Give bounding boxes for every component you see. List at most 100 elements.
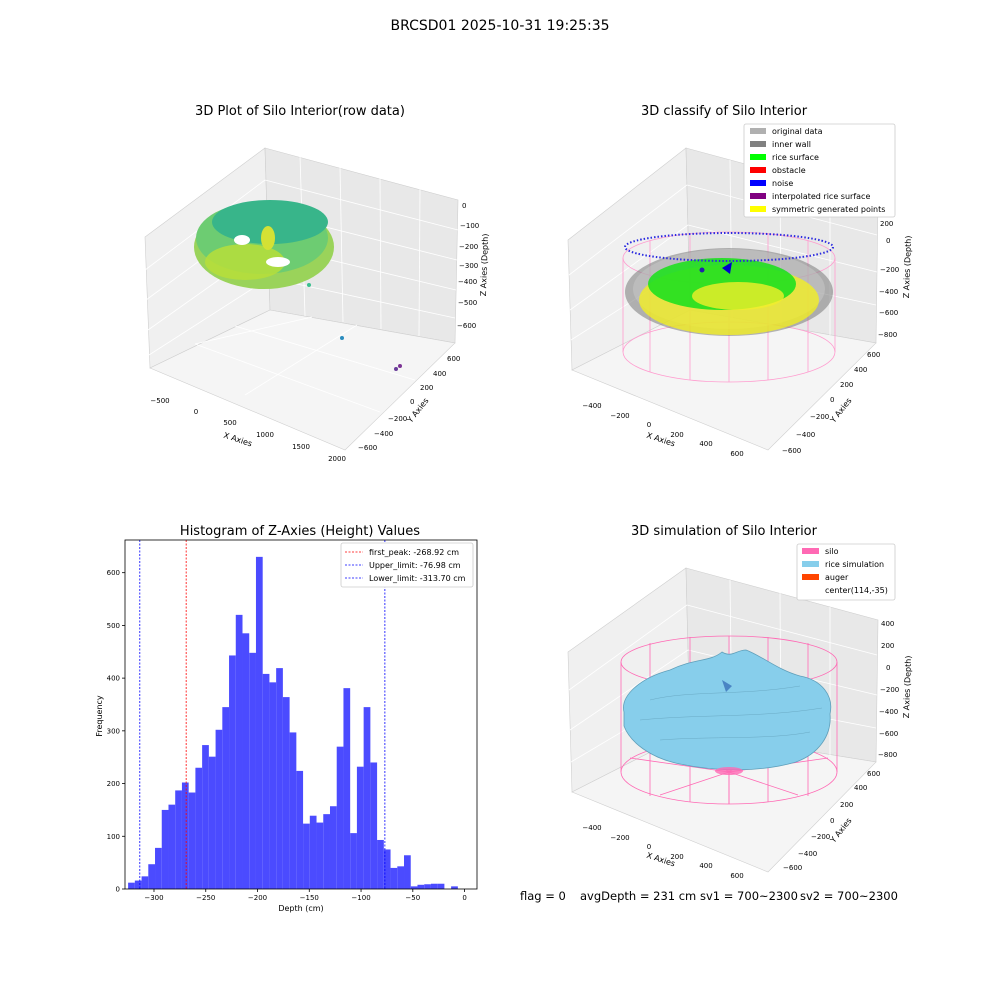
histogram-bar <box>222 707 230 889</box>
histogram-bar <box>296 770 304 889</box>
histogram-bars <box>128 556 458 889</box>
svg-text:500: 500 <box>223 419 236 427</box>
legend-label: Lower_limit: -313.70 cm <box>369 574 466 583</box>
legend-swatch <box>750 128 766 134</box>
svg-text:−400: −400 <box>879 708 898 716</box>
legend-label: auger <box>825 573 849 582</box>
legend-label: center(114,-35) <box>825 586 888 595</box>
panel1-title: 3D Plot of Silo Interior(row data) <box>195 104 405 119</box>
histogram-legend: first_peak: -268.92 cm Upper_limit: -76.… <box>340 542 474 588</box>
svg-text:0: 0 <box>647 421 651 429</box>
histogram-bar <box>128 882 135 889</box>
svg-text:0: 0 <box>830 396 834 404</box>
rowdata-gap <box>234 235 250 245</box>
panel4-3d-surface: silo rice simulation auger center(114,-3… <box>567 543 913 880</box>
panel2-3d-plot: original data inner wall rice surface ob… <box>567 123 913 458</box>
legend-label: noise <box>772 179 793 188</box>
pane-floor <box>149 309 456 451</box>
svg-text:−400: −400 <box>879 288 898 296</box>
legend-label: interpolated rice surface <box>772 192 870 201</box>
histogram-chart: −300 −250 −200 −150 −100 −50 0 0 100 200 300 400 50… <box>95 539 478 913</box>
histogram-bar <box>269 682 277 889</box>
svg-text:−400: −400 <box>798 850 817 858</box>
figure-title: BRCSD01 2025-10-31 19:25:35 <box>390 18 610 34</box>
histogram-bar <box>309 815 317 889</box>
y-tick-label: 400 <box>107 675 120 683</box>
panel3-title: Histogram of Z-Axies (Height) Values <box>179 524 421 539</box>
panel1-z-ticks: −600 −500 −400 −300 −200 −100 0 <box>457 202 479 330</box>
histogram-bar <box>417 884 425 889</box>
histogram-bar <box>262 673 270 889</box>
histogram-bar <box>323 814 330 889</box>
svg-text:0: 0 <box>462 202 466 210</box>
legend-label: rice surface <box>772 153 819 162</box>
y-tick-label: 600 <box>107 569 120 577</box>
y-tick-label: 500 <box>107 622 120 630</box>
histogram-bar <box>168 804 176 889</box>
histogram-bar <box>370 762 378 889</box>
svg-text:1500: 1500 <box>292 443 310 451</box>
svg-text:200: 200 <box>840 801 853 809</box>
histogram-bar <box>134 880 142 889</box>
histogram-bar <box>343 688 351 889</box>
panel4-title: 3D simulation of Silo Interior <box>631 524 817 539</box>
histogram-bar <box>255 556 263 889</box>
svg-text:−200: −200 <box>610 834 629 842</box>
svg-text:−200: −200 <box>811 833 830 841</box>
svg-text:−200: −200 <box>810 413 829 421</box>
rowdata-gap <box>266 257 290 267</box>
panel1-y-label: Y Axies <box>405 396 431 425</box>
svg-text:600: 600 <box>867 770 880 778</box>
histogram-bar <box>276 668 283 889</box>
histogram-bar <box>356 766 364 889</box>
x-tick-label: −250 <box>196 894 215 902</box>
histogram-y-label: Frequency <box>95 695 104 737</box>
panel4-legend: silo rice simulation auger center(114,-3… <box>796 543 896 601</box>
panel2-y-ticks: −600 −400 −200 0 200 400 600 <box>782 351 880 455</box>
svg-text:−800: −800 <box>878 751 897 759</box>
outlier-point <box>398 364 402 368</box>
status-avg-depth: avgDepth = 231 cm <box>580 889 697 903</box>
legend-label: rice simulation <box>825 560 884 569</box>
panel1-z-label: Z Axies (Depth) <box>479 233 490 296</box>
panel2-title: 3D classify of Silo Interior <box>640 104 808 119</box>
svg-text:−600: −600 <box>457 322 476 330</box>
histogram-bar <box>410 886 418 889</box>
svg-text:−500: −500 <box>458 299 477 307</box>
panel2-z-ticks: −800 −600 −400 −200 0 200 <box>878 220 899 339</box>
svg-text:−200: −200 <box>880 266 899 274</box>
histogram-bar <box>424 884 431 889</box>
rowdata-cloud-top <box>212 200 328 244</box>
legend-frame <box>743 123 896 218</box>
histogram-bar <box>329 806 337 889</box>
noise-points <box>624 232 834 262</box>
rowdata-peak <box>261 226 275 250</box>
legend-swatch <box>750 206 766 212</box>
legend-label: silo <box>825 547 839 556</box>
rowdata-cloud-rim <box>205 244 285 280</box>
svg-text:200: 200 <box>670 853 683 861</box>
histogram-bar <box>161 809 169 889</box>
panel2-legend: original data inner wall rice surface ob… <box>743 123 896 218</box>
svg-text:0: 0 <box>886 664 890 672</box>
panel1-x-ticks: −500 0 500 1000 1500 2000 <box>150 397 346 463</box>
histogram-x-label: Depth (cm) <box>278 904 323 913</box>
histogram-bar <box>350 833 357 889</box>
svg-text:−200: −200 <box>880 686 899 694</box>
legend-frame <box>340 542 474 588</box>
histogram-bar <box>195 767 203 889</box>
svg-text:−800: −800 <box>878 331 897 339</box>
svg-text:0: 0 <box>647 843 651 851</box>
legend-swatch <box>802 561 819 567</box>
panel4-y-ticks: −600 −400 −200 0 200 400 600 <box>783 770 880 872</box>
status-sv1: sv1 = 700~2300 <box>700 889 798 903</box>
histogram-bar <box>336 746 344 889</box>
y-tick-label: 200 <box>107 780 120 788</box>
histogram-bar <box>188 792 196 889</box>
histogram-bar <box>242 633 250 889</box>
svg-text:−100: −100 <box>460 222 479 230</box>
histogram-bar <box>404 855 411 889</box>
legend-label: Upper_limit: -76.98 cm <box>369 561 461 570</box>
histogram-bar <box>383 849 391 889</box>
histogram-bar <box>289 732 297 889</box>
